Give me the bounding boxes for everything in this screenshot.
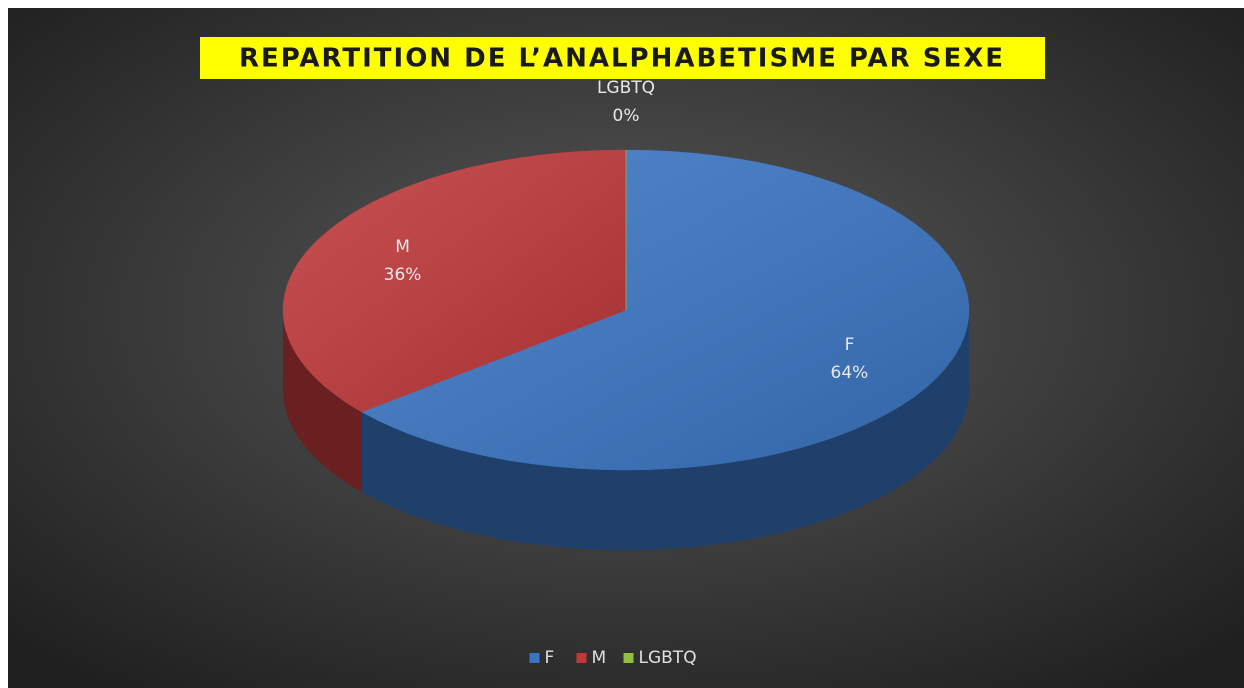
legend: F M LGBTQ [529, 648, 697, 668]
data-label-value: 0% [613, 106, 640, 126]
legend-label: F [545, 648, 555, 668]
title-box [200, 37, 1045, 79]
pie-tops [282, 149, 970, 471]
chart-title: REPARTITION DE L’ANALPHABETISME PAR SEXE [239, 44, 1005, 74]
pie-side [283, 310, 362, 492]
legend-swatch [576, 653, 587, 663]
legend-swatch [623, 653, 634, 663]
pie-sides [283, 310, 969, 550]
legend-label: LGBTQ [639, 648, 697, 668]
data-label-category: F [845, 335, 855, 355]
pie-slice-shade [361, 150, 969, 470]
data-label-category: M [395, 237, 410, 257]
data-label-value: 36% [384, 265, 422, 285]
legend-label: M [592, 648, 607, 668]
data-label-value: 64% [831, 363, 869, 383]
pie-side [361, 310, 969, 550]
data-labels: F 64% M 36% LGBTQ 0% [384, 78, 869, 383]
legend-swatch [529, 653, 540, 663]
pie-slice-shade [283, 150, 626, 412]
data-label-category: LGBTQ [597, 78, 655, 98]
